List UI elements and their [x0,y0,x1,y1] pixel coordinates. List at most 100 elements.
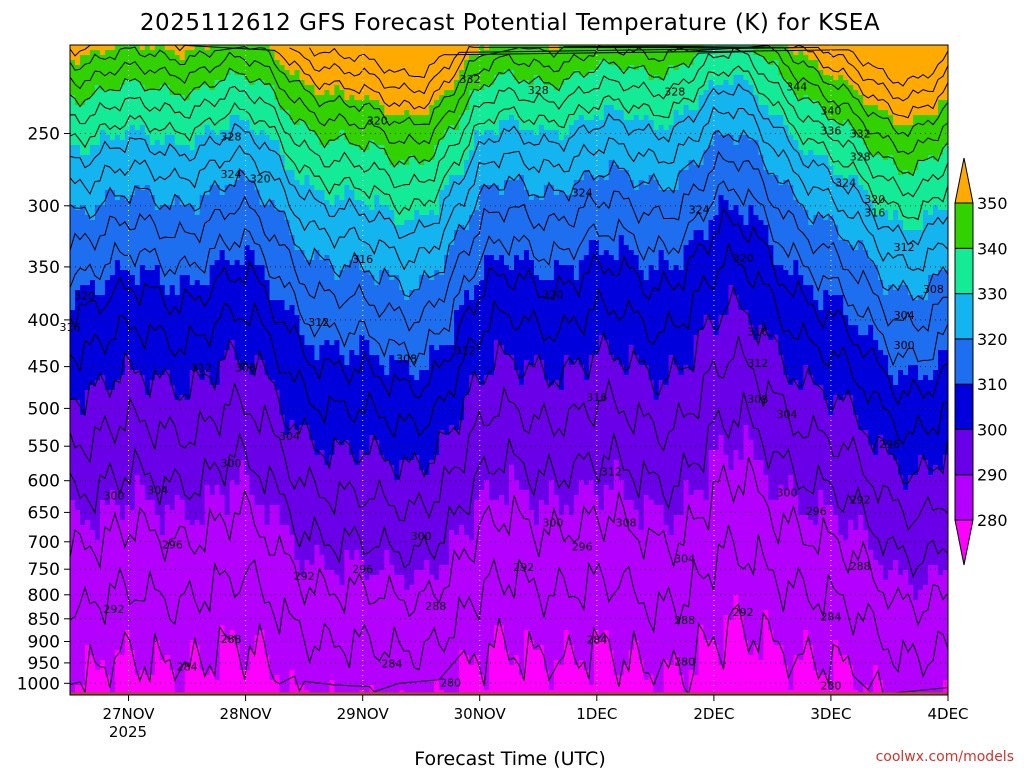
field-cell [229,240,236,246]
field-cell [234,505,241,511]
field-cell [99,85,106,91]
field-cell [79,240,86,246]
field-cell [89,95,96,101]
field-cell [209,290,216,296]
field-cell [169,400,176,406]
field-cell [194,140,201,146]
field-cell [169,420,176,426]
field-cell [184,70,191,76]
field-cell [159,685,166,691]
field-cell [184,395,191,401]
field-cell [104,465,111,471]
field-cell [154,480,161,486]
field-cell [234,245,241,251]
field-cell [149,450,156,456]
field-cell [219,200,226,206]
field-cell [70,205,76,211]
field-cell [159,350,166,356]
field-cell [119,425,126,431]
field-cell [169,635,176,641]
field-cell [144,180,151,186]
field-cell [129,625,136,631]
field-cell [179,550,186,556]
field-cell [99,660,106,666]
field-cell [154,225,161,231]
field-cell [194,430,201,436]
field-cell [239,475,246,481]
field-cell [209,555,216,561]
field-cell [184,480,191,486]
field-cell [164,500,171,506]
field-cell [179,80,186,86]
field-cell [124,450,131,456]
field-cell [224,505,231,511]
field-cell [94,645,101,651]
field-cell [79,440,86,446]
field-cell [144,130,151,136]
field-cell [159,315,166,321]
field-cell [104,410,111,416]
field-cell [74,280,81,286]
field-cell [224,220,231,226]
field-cell [104,70,111,76]
field-cell [209,320,216,326]
field-cell [259,285,266,291]
field-cell [249,470,256,476]
field-cell [194,600,201,606]
field-cell [89,510,96,516]
field-cell [74,110,81,116]
field-cell [249,330,256,336]
field-cell [189,255,196,261]
field-cell [164,630,171,636]
field-cell [204,115,211,121]
field-cell [99,525,106,531]
field-cell [99,150,106,156]
field-cell [184,625,191,631]
field-cell [199,500,206,506]
field-cell [169,465,176,471]
field-cell [79,600,86,606]
field-cell [179,405,186,411]
field-cell [204,160,211,166]
field-cell [99,505,106,511]
field-cell [70,600,76,606]
field-cell [159,610,166,616]
field-cell [244,635,251,641]
field-cell [199,45,206,51]
field-cell [74,270,81,276]
field-cell [199,545,206,551]
field-cell [154,310,161,316]
field-cell [84,310,91,316]
field-cell [139,585,146,591]
field-cell [144,70,151,76]
field-cell [149,480,156,486]
field-cell [154,170,161,176]
field-cell [174,475,181,481]
field-cell [129,635,136,641]
field-cell [174,305,181,311]
field-cell [224,85,231,91]
field-cell [134,360,141,366]
field-cell [174,550,181,556]
field-cell [209,280,216,286]
field-cell [94,460,101,466]
field-cell [119,415,126,421]
field-cell [219,215,226,221]
field-cell [89,530,96,536]
field-cell [174,255,181,261]
field-cell [149,360,156,366]
field-cell [189,390,196,396]
field-cell [239,170,246,176]
field-cell [189,490,196,496]
field-cell [224,225,231,231]
field-cell [229,305,236,311]
field-cell [194,570,201,576]
field-cell [109,415,116,421]
field-cell [209,460,216,466]
field-cell [74,60,81,66]
field-cell [199,570,206,576]
field-cell [254,215,261,221]
field-cell [99,550,106,556]
field-cell [144,360,151,366]
field-cell [164,250,171,256]
